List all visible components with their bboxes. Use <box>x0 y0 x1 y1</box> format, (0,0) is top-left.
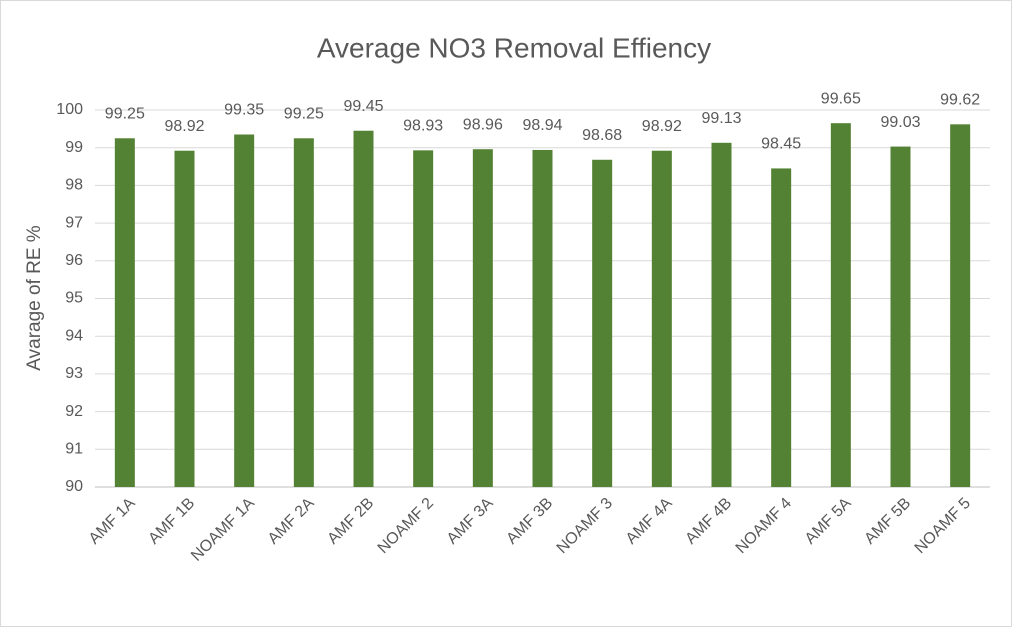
data-label: 98.45 <box>761 136 801 153</box>
y-tick-label: 96 <box>65 252 83 269</box>
y-tick-label: 90 <box>65 478 83 495</box>
data-label: 99.62 <box>940 92 980 109</box>
bar <box>472 149 493 487</box>
chart-title: Average NO3 Removal Effiency <box>317 32 711 63</box>
y-tick-label: 98 <box>65 177 83 194</box>
bar <box>293 138 314 487</box>
y-tick-label: 95 <box>65 290 83 307</box>
data-label: 98.68 <box>582 127 622 144</box>
bar <box>771 168 792 487</box>
y-tick-label: 91 <box>65 441 83 458</box>
y-tick-label: 94 <box>65 327 83 344</box>
bar <box>413 150 434 488</box>
bar <box>353 130 374 488</box>
data-label: 99.25 <box>105 105 145 122</box>
bar <box>950 124 971 488</box>
data-label: 98.94 <box>522 117 562 134</box>
y-tick-label: 93 <box>65 365 83 382</box>
y-tick-label: 97 <box>65 214 83 231</box>
data-label: 99.65 <box>821 90 861 107</box>
bar <box>890 146 911 487</box>
data-label: 99.45 <box>343 98 383 115</box>
data-label: 99.35 <box>224 102 264 119</box>
bar <box>711 142 732 487</box>
bar <box>592 159 613 488</box>
bar <box>651 150 672 487</box>
bar <box>114 138 135 487</box>
y-tick-label: 92 <box>65 403 83 420</box>
y-tick-label: 100 <box>56 101 83 118</box>
bar <box>830 123 851 487</box>
data-label: 98.96 <box>463 116 503 133</box>
data-label: 98.93 <box>403 118 443 135</box>
bar <box>532 149 553 487</box>
y-tick-label: 99 <box>65 139 83 156</box>
bar <box>234 134 255 487</box>
data-label: 98.92 <box>164 118 204 135</box>
data-label: 99.03 <box>880 114 920 131</box>
data-label: 98.92 <box>642 118 682 135</box>
data-label: 99.25 <box>284 105 324 122</box>
y-axis-label: Avarage of RE % <box>24 225 45 371</box>
data-label: 99.13 <box>701 110 741 127</box>
bar <box>174 150 195 487</box>
